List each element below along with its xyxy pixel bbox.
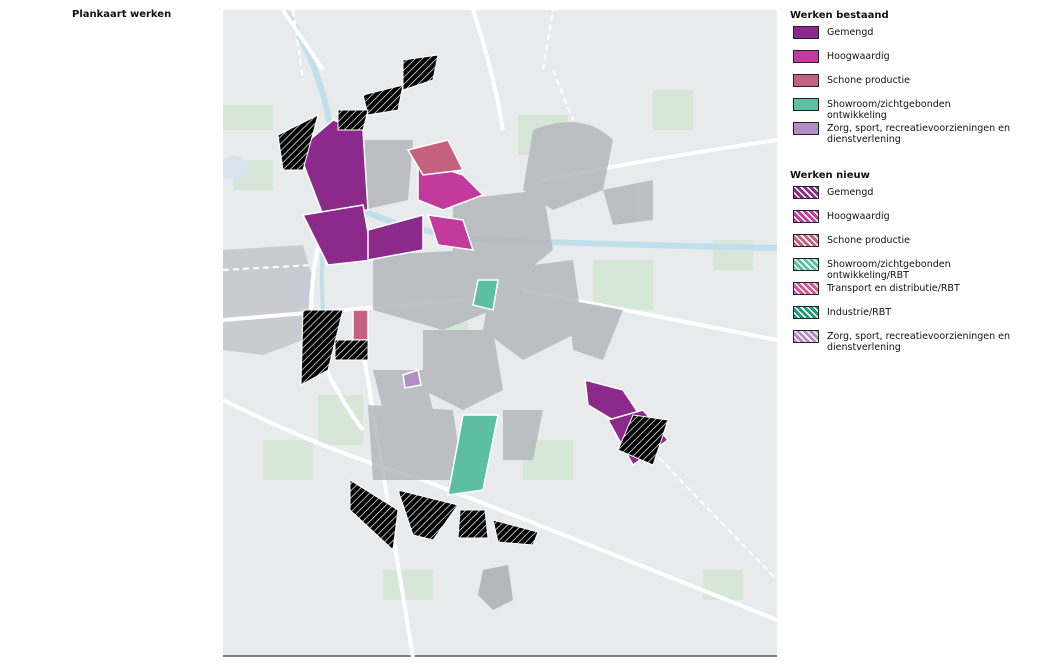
legend: Werken bestaand Gemengd Hoogwaardig Schone …: [790, 10, 1060, 354]
legend-label: Showroom/zichtgebonden ontwikkeling: [827, 99, 951, 121]
legend-swatch: [793, 50, 819, 63]
new-areas: [277, 54, 669, 552]
legend-item: Zorg, sport, recreatievoorzieningen en d…: [790, 122, 1060, 146]
legend-gap: [790, 146, 1060, 170]
legend-swatch: [793, 26, 819, 39]
legend-item: Gemengd: [790, 186, 1060, 210]
built-up: [363, 122, 653, 480]
legend-swatch: [793, 98, 819, 111]
legend-swatch: [793, 330, 819, 343]
legend-swatch: [793, 210, 819, 223]
legend-item: Zorg, sport, recreatievoorzieningen en d…: [790, 330, 1060, 354]
lake: [223, 245, 313, 355]
legend-swatch: [793, 122, 819, 135]
legend-swatch: [793, 234, 819, 247]
legend-label: Showroom/zichtgebonden ontwikkeling/RBT: [827, 259, 951, 281]
legend-label: Zorg, sport, recreatievoorzieningen en d…: [827, 331, 1011, 353]
legend-label: Hoogwaardig: [827, 211, 890, 222]
legend-swatch: [793, 306, 819, 319]
legend-item: Showroom/zichtgebonden ontwikkeling/RBT: [790, 258, 1060, 282]
legend-label: Zorg, sport, recreatievoorzieningen en d…: [827, 123, 1011, 145]
legend-item: Schone productie: [790, 74, 1060, 98]
legend-swatch: [793, 282, 819, 295]
legend-swatch: [793, 186, 819, 199]
legend-label: Hoogwaardig: [827, 51, 890, 62]
map: [223, 10, 777, 657]
legend-label: Transport en distributie/RBT: [827, 283, 960, 294]
legend-section-title: Werken bestaand: [790, 10, 889, 21]
legend-item: Showroom/zichtgebonden ontwikkeling: [790, 98, 1060, 122]
page-title: Plankaart werken: [72, 9, 172, 20]
legend-label: Schone productie: [827, 235, 910, 246]
canal: [282, 10, 777, 251]
built-up: [478, 565, 513, 610]
legend-label: Schone productie: [827, 75, 910, 86]
legend-item: Hoogwaardig: [790, 50, 1060, 74]
legend-item: Schone productie: [790, 234, 1060, 258]
legend-swatch: [793, 74, 819, 87]
legend-item: Hoogwaardig: [790, 210, 1060, 234]
legend-swatch: [793, 258, 819, 271]
legend-item: Industrie/RBT: [790, 306, 1060, 330]
legend-label: Gemengd: [827, 187, 874, 198]
legend-label: Gemengd: [827, 27, 874, 38]
pond: [223, 156, 248, 180]
legend-section-title: Werken nieuw: [790, 170, 870, 181]
legend-label: Industrie/RBT: [827, 307, 892, 318]
legend-item: Gemengd: [790, 26, 1060, 50]
legend-item: Transport en distributie/RBT: [790, 282, 1060, 306]
